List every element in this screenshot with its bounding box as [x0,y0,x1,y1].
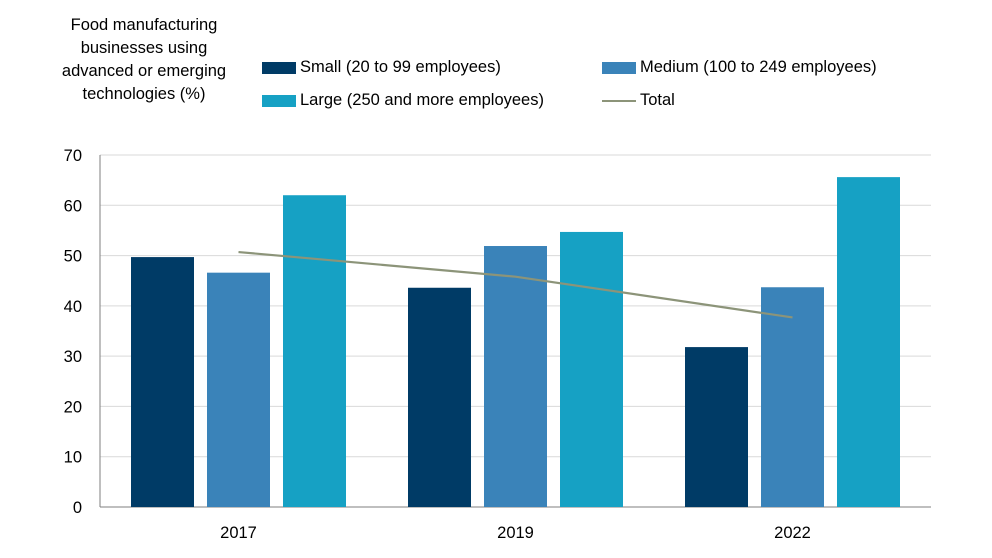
y-tick-label: 30 [64,348,82,366]
y-tick-label: 20 [64,398,82,416]
bar-2022-medium [761,287,824,507]
legend-label-total: Total [640,91,675,109]
x-tick-label: 2022 [774,524,811,542]
legend-item-medium: Medium (100 to 249 employees) [602,58,877,77]
legend-swatch-small [262,61,296,74]
x-tick-label: 2019 [497,524,534,542]
bar-2017-medium [207,272,270,507]
bar-2019-small [408,287,471,507]
legend-item-total: Total [602,91,675,110]
bar-2019-medium [484,246,547,507]
y-tick-label: 60 [64,197,82,215]
bar-2017-small [131,257,194,507]
y-tick-label: 0 [73,499,82,517]
y-tick-label: 10 [64,449,82,467]
y-tick-label: 50 [64,248,82,266]
y-axis-title: Food manufacturing businesses using adva… [61,16,227,103]
bar-2022-small [685,347,748,507]
x-tick-label: 2017 [220,524,257,542]
legend-label-small: Small (20 to 99 employees) [300,58,501,76]
y-tick-label: 40 [64,298,82,316]
bar-2022-large [837,177,900,507]
legend-swatch-large [262,94,296,107]
legend-item-small: Small (20 to 99 employees) [262,58,501,77]
y-tick-label: 70 [64,147,82,165]
legend-swatch-medium [602,61,636,74]
legend-item-large: Large (250 and more employees) [262,91,544,110]
bar-2019-large [560,231,623,508]
legend-swatch-total [602,99,636,102]
legend-label-large: Large (250 and more employees) [300,91,544,109]
bar-2017-large [283,195,346,507]
legend-label-medium: Medium (100 to 249 employees) [640,58,877,76]
